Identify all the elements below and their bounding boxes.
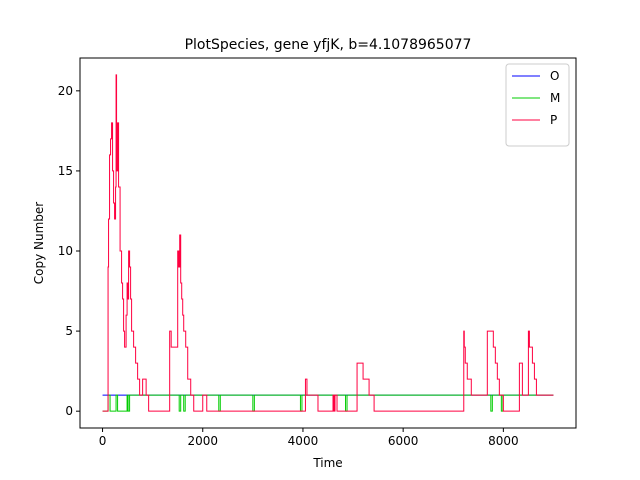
- legend-label-m: M: [550, 91, 560, 105]
- axes-frame: [79, 57, 577, 429]
- y-tick-label: 10: [58, 244, 73, 258]
- y-tick-label: 5: [65, 324, 73, 338]
- y-axis-label: Copy Number: [32, 202, 46, 285]
- x-tick-label: 0: [99, 434, 107, 448]
- series-line-p: [102, 74, 554, 412]
- chart-title: PlotSpecies, gene yfjK, b=4.1078965077: [185, 37, 472, 53]
- legend-label-p: P: [550, 113, 557, 127]
- legend-label-o: O: [550, 69, 559, 83]
- x-tick-label: 8000: [488, 434, 519, 448]
- y-tick-label: 15: [58, 164, 73, 178]
- y-tick-label: 0: [65, 404, 73, 418]
- legend-box: [505, 63, 570, 147]
- x-tick-label: 2000: [187, 434, 218, 448]
- x-axis-ticks: 0 2000 4000 6000 8000: [99, 428, 519, 448]
- series-line-m: [102, 394, 554, 412]
- y-tick-label: 20: [58, 84, 73, 98]
- x-axis-label: Time: [312, 456, 342, 470]
- legend: OMP: [505, 63, 570, 147]
- x-tick-label: 4000: [288, 434, 319, 448]
- y-axis-ticks: 0 5 10 15 20: [58, 84, 80, 418]
- x-tick-label: 6000: [388, 434, 419, 448]
- plot-area: [102, 74, 554, 412]
